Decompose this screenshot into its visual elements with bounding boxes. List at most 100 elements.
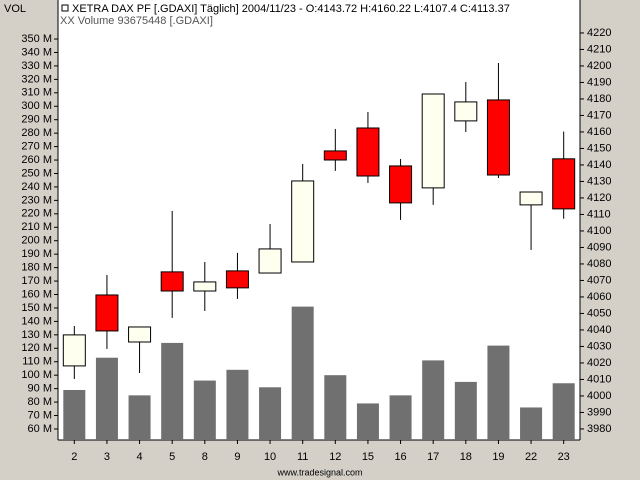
candle-body	[95, 294, 119, 332]
y2-tick-label: 4080	[587, 258, 611, 270]
y2-tick-label: 4060	[587, 291, 611, 303]
x-tick-label: 3	[104, 451, 110, 463]
volume-bar	[389, 395, 412, 440]
y-tick-label: 170 M	[21, 275, 52, 287]
candle-body	[62, 334, 86, 367]
y-tick-label: 240 M	[21, 181, 52, 193]
volume-bar	[95, 357, 118, 440]
y-tick-label: 310 M	[21, 87, 52, 99]
candle-body	[160, 271, 184, 292]
volume-bar	[128, 395, 151, 440]
volume-bar	[552, 383, 575, 440]
y2-tick-label: 3990	[587, 406, 611, 418]
y-tick-label: 340 M	[21, 46, 52, 58]
x-tick-label: 9	[234, 451, 240, 463]
volume-bar	[520, 407, 543, 440]
candle-body	[323, 150, 347, 161]
y-tick-label: 130 M	[21, 329, 52, 341]
footer: www.tradesignal.com	[276, 467, 362, 477]
volume-bar	[422, 360, 445, 440]
y2-tick-label: 4020	[587, 357, 611, 369]
candle-body	[225, 270, 249, 289]
y-tick-label: 350 M	[21, 33, 52, 45]
y2-tick-label: 4110	[587, 208, 611, 220]
x-tick-label: 4	[137, 451, 143, 463]
y2-tick-label: 4200	[587, 60, 611, 72]
x-tick-label: 2	[71, 451, 77, 463]
y2-tick-label: 4150	[587, 142, 611, 154]
x-tick-label: 19	[492, 451, 504, 463]
x-tick-label: 11	[297, 451, 308, 463]
x-tick-label: 16	[394, 451, 406, 463]
y-tick-label: 270 M	[21, 141, 52, 153]
x-tick-label: 18	[460, 451, 472, 463]
candle-body	[291, 180, 315, 263]
candle-body	[421, 93, 445, 189]
y2-tick-label: 4120	[587, 192, 611, 204]
y-tick-label: 320 M	[21, 73, 52, 85]
candle-body	[389, 165, 413, 204]
volume-bar	[63, 389, 86, 440]
y2-tick-label: 4010	[587, 373, 611, 385]
y-tick-label: 150 M	[21, 302, 52, 314]
volume-bar	[291, 306, 314, 440]
candle-body	[193, 281, 217, 292]
y-tick-label: 210 M	[21, 221, 52, 233]
y-tick-label: 250 M	[21, 167, 52, 179]
legend-icon	[61, 4, 69, 12]
y-tick-label: 190 M	[21, 248, 52, 260]
x-tick-label: 5	[169, 451, 175, 463]
volume-bar	[226, 369, 249, 440]
y2-tick-label: 4090	[587, 241, 611, 253]
y-tick-label: 280 M	[21, 127, 52, 139]
y-tick-label: 180 M	[21, 262, 52, 274]
volume-bar	[487, 345, 510, 440]
y2-tick-label: 4210	[587, 43, 611, 55]
legend-volume: XX Volume 93675448 [.GDAXI]	[60, 15, 213, 27]
y2-tick-label: 4070	[587, 274, 611, 286]
y2-tick-label: 4100	[587, 225, 611, 237]
y-tick-label: 140 M	[21, 315, 52, 327]
x-tick-label: 10	[264, 451, 276, 463]
y-tick-label: 120 M	[21, 342, 52, 354]
x-tick-label: 22	[525, 451, 537, 463]
y2-tick-label: 4030	[587, 340, 611, 352]
y-tick-label: 260 M	[21, 154, 52, 166]
y-tick-label: 300 M	[21, 100, 52, 112]
x-tick-label: 17	[427, 451, 439, 463]
volume-bar	[356, 403, 379, 440]
y-tick-label: 110 M	[22, 356, 52, 368]
y-tick-label: 220 M	[21, 208, 52, 220]
y-tick-label: 230 M	[21, 194, 52, 206]
axis-label: VOL	[4, 3, 26, 15]
legend-price: XETRA DAX PF [.GDAXI] Täglich] 2004/11/2…	[72, 3, 510, 15]
y2-tick-label: 4170	[587, 109, 611, 121]
x-tick-label: 8	[202, 451, 208, 463]
x-tick-label: 15	[362, 451, 374, 463]
candle-body	[258, 248, 282, 274]
volume-bar	[193, 380, 216, 440]
y2-tick-label: 4130	[587, 175, 611, 187]
volume-bar	[324, 375, 347, 440]
volume-bar	[454, 381, 477, 440]
y-tick-label: 290 M	[21, 114, 52, 126]
y2-tick-label: 3980	[587, 423, 611, 435]
y2-tick-label: 4160	[587, 126, 611, 138]
candle-body	[356, 127, 380, 177]
y-tick-label: 160 M	[21, 288, 52, 300]
y-tick-label: 60 M	[28, 423, 52, 435]
volume-bar	[161, 342, 184, 440]
y-tick-label: 200 M	[21, 235, 52, 247]
y2-tick-label: 4180	[587, 93, 611, 105]
x-tick-label: 23	[558, 451, 570, 463]
y2-tick-label: 4000	[587, 390, 611, 402]
y-tick-label: 330 M	[21, 60, 52, 72]
y2-tick-label: 4190	[587, 76, 611, 88]
candle-body	[519, 191, 543, 206]
candle-body	[128, 326, 152, 343]
y2-tick-label: 4040	[587, 324, 611, 336]
y-tick-label: 80 M	[28, 396, 52, 408]
candle-body	[454, 101, 478, 122]
volume-bar	[259, 387, 282, 440]
